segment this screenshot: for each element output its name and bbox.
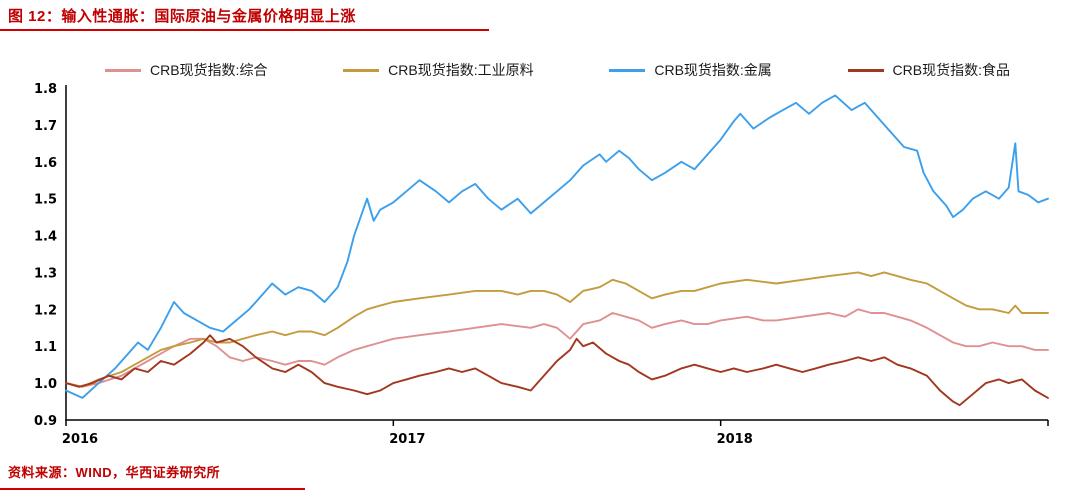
legend-item-industrial: CRB现货指数:工业原料 — [343, 60, 534, 80]
x-tick-label: 2018 — [717, 432, 753, 447]
y-tick-label: 1.5 — [34, 193, 57, 208]
y-tick-label: 1.2 — [34, 303, 57, 318]
series-line-2 — [65, 94, 1049, 399]
legend-swatch — [609, 68, 646, 72]
legend-swatch — [847, 68, 884, 72]
y-tick-label: 1.8 — [34, 82, 57, 97]
y-tick-label: 1.7 — [34, 119, 57, 134]
legend-item-metal: CRB现货指数:金属 — [609, 60, 772, 80]
y-tick-label: 0.9 — [34, 414, 57, 429]
series-line-3 — [65, 334, 1049, 407]
source-note: 资料来源：WIND，华西证券研究所 — [8, 465, 221, 480]
legend-swatch — [343, 68, 380, 72]
footer-underline — [0, 488, 305, 490]
chart-legend: CRB现货指数:综合 CRB现货指数:工业原料 CRB现货指数:金属 CRB现货… — [105, 60, 1010, 80]
legend-label: CRB现货指数:食品 — [892, 62, 1010, 78]
y-tick-label: 1.3 — [34, 266, 57, 281]
figure-title: 图 12：输入性通胀：国际原油与金属价格明显上涨 — [8, 8, 356, 25]
y-tick-label: 1.0 — [34, 377, 57, 392]
x-tick-label: 2017 — [389, 432, 425, 447]
legend-label: CRB现货指数:工业原料 — [388, 62, 534, 78]
legend-item-food: CRB现货指数:食品 — [847, 60, 1010, 80]
series-line-0 — [65, 308, 1049, 388]
y-tick-label: 1.6 — [34, 156, 57, 171]
legend-item-composite: CRB现货指数:综合 — [105, 60, 267, 80]
y-tick-label: 1.1 — [34, 340, 57, 355]
legend-label: CRB现货指数:金属 — [654, 62, 772, 78]
legend-swatch — [105, 68, 141, 72]
legend-label: CRB现货指数:综合 — [150, 62, 268, 78]
x-tick-label: 2016 — [62, 432, 98, 447]
title-underline — [0, 29, 489, 31]
y-tick-label: 1.4 — [34, 230, 57, 245]
